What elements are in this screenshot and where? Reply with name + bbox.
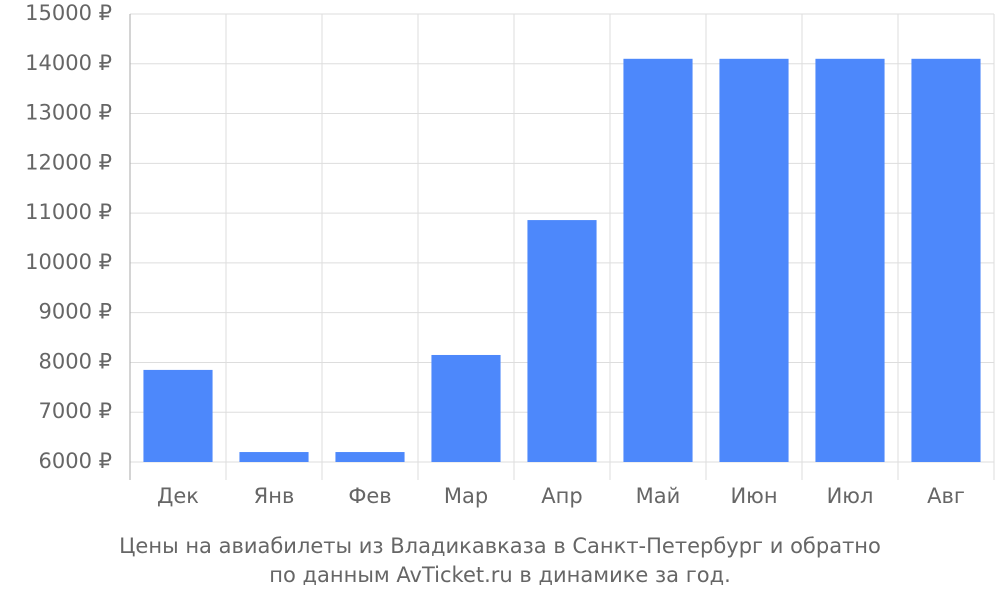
x-tick-label: Июл [827, 484, 874, 508]
y-tick-label: 12000 ₽ [25, 150, 112, 174]
x-tick-label: Авг [927, 484, 965, 508]
x-tick-label: Апр [541, 484, 582, 508]
bar [911, 58, 981, 463]
x-tick-label: Фев [348, 484, 391, 508]
y-tick-label: 9000 ₽ [39, 300, 112, 324]
bar [431, 354, 501, 462]
bar [815, 58, 885, 463]
y-tick-label: 8000 ₽ [39, 349, 112, 373]
bar [335, 452, 405, 462]
bar [239, 452, 309, 462]
y-tick-label: 6000 ₽ [39, 449, 112, 473]
x-tick-label: Мар [444, 484, 488, 508]
x-tick-label: Янв [254, 484, 295, 508]
bar [719, 58, 789, 463]
y-tick-label: 13000 ₽ [25, 101, 112, 125]
y-tick-label: 14000 ₽ [25, 51, 112, 75]
y-tick-label: 11000 ₽ [25, 200, 112, 224]
x-tick-label: Май [636, 484, 681, 508]
y-tick-label: 10000 ₽ [25, 250, 112, 274]
caption: по данным AvTicket.ru в динамике за год. [269, 563, 731, 587]
y-tick-label: 15000 ₽ [25, 1, 112, 25]
bar [143, 369, 213, 462]
x-tick-label: Июн [730, 484, 777, 508]
y-tick-label: 7000 ₽ [39, 399, 112, 423]
caption: Цены на авиабилеты из Владикавказа в Сан… [119, 534, 881, 558]
bar [527, 220, 597, 462]
x-tick-label: Дек [157, 484, 199, 508]
bar [623, 58, 693, 463]
